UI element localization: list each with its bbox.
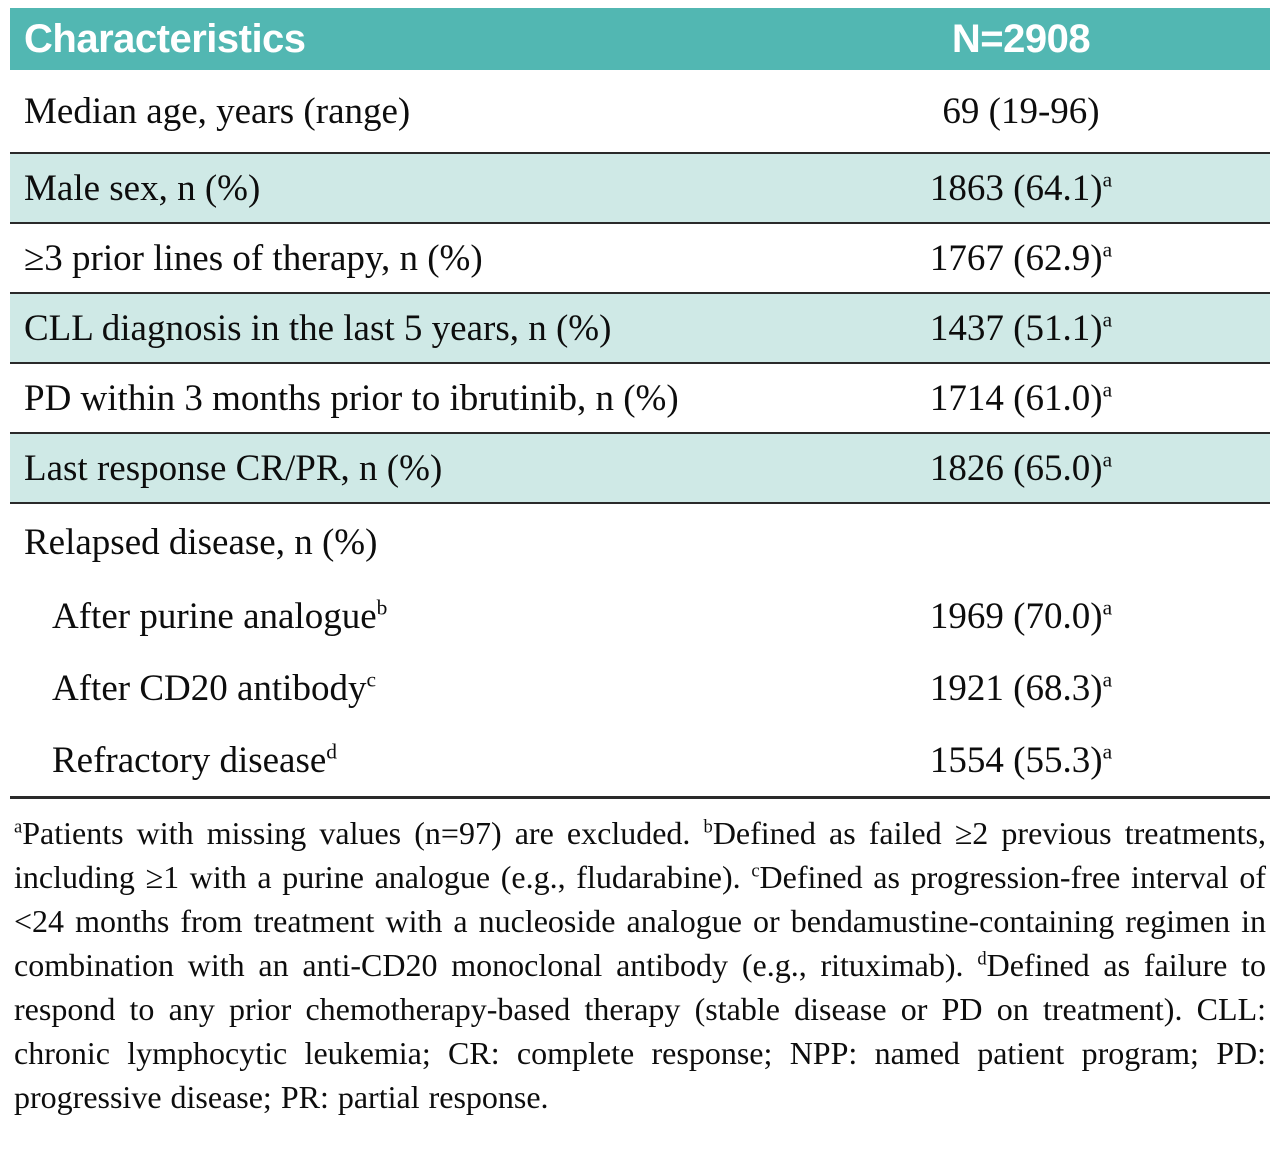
row-value: 1437 (51.1)a <box>929 307 1113 349</box>
table-row: After CD20 antibodyc 1921 (68.3)a <box>10 652 1270 724</box>
row-value: 1767 (62.9)a <box>929 237 1113 279</box>
row-value: 1921 (68.3)a <box>929 667 1113 709</box>
row-value: 1826 (65.0)a <box>929 447 1113 489</box>
row-value: 1863 (64.1)a <box>929 167 1113 209</box>
row-value: 1969 (70.0)a <box>929 595 1113 637</box>
table-row: Median age, years (range) 69 (19-96) <box>10 70 1270 154</box>
row-label: After CD20 antibodyc <box>52 667 376 709</box>
table-row: Relapsed disease, n (%) <box>10 504 1270 580</box>
footnote: aPatients with missing values (n=97) are… <box>10 796 1270 1119</box>
table-row: Refractory diseased 1554 (55.3)a <box>10 724 1270 796</box>
row-label: Last response CR/PR, n (%) <box>24 447 443 489</box>
table-row: CLL diagnosis in the last 5 years, n (%)… <box>10 294 1270 364</box>
table-row: Last response CR/PR, n (%) 1826 (65.0)a <box>10 434 1270 504</box>
row-label: Refractory diseased <box>52 739 338 781</box>
row-label: After purine analogueb <box>52 595 388 637</box>
table-row: After purine analogueb 1969 (70.0)a <box>10 580 1270 652</box>
table-header: Characteristics N=2908 <box>10 8 1270 70</box>
header-characteristics-label: Characteristics <box>24 16 306 61</box>
row-label: CLL diagnosis in the last 5 years, n (%) <box>24 307 612 349</box>
row-value: 1714 (61.0)a <box>929 377 1113 419</box>
table-row: PD within 3 months prior to ibrutinib, n… <box>10 364 1270 434</box>
row-label: Male sex, n (%) <box>24 167 261 209</box>
row-label: PD within 3 months prior to ibrutinib, n… <box>24 377 679 419</box>
characteristics-table: Characteristics N=2908 Median age, years… <box>10 8 1270 796</box>
row-value: 69 (19-96) <box>942 90 1100 132</box>
header-n-label: N=2908 <box>951 16 1091 61</box>
table-row: ≥3 prior lines of therapy, n (%) 1767 (6… <box>10 224 1270 294</box>
row-value: 1554 (55.3)a <box>929 739 1113 781</box>
row-label: Median age, years (range) <box>24 90 411 132</box>
table-row: Male sex, n (%) 1863 (64.1)a <box>10 154 1270 224</box>
row-label: Relapsed disease, n (%) <box>24 521 378 563</box>
row-label: ≥3 prior lines of therapy, n (%) <box>24 237 483 279</box>
